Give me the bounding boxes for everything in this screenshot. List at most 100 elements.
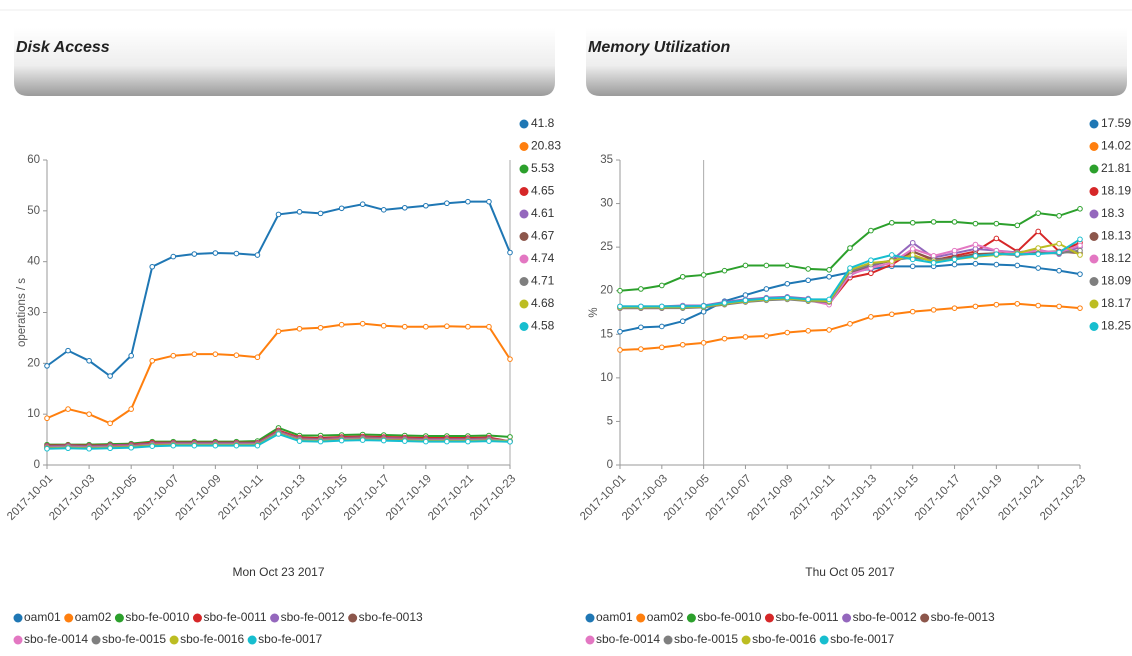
point	[930, 307, 937, 313]
hover-date: Mon Oct 23 2017	[232, 565, 324, 579]
point	[784, 329, 791, 336]
legend-label: sbo-fe-0010	[697, 610, 761, 624]
point	[191, 351, 198, 357]
point	[659, 303, 665, 310]
point	[868, 257, 874, 264]
point	[1035, 251, 1041, 257]
legend-label: sbo-fe-0011	[203, 610, 266, 624]
point	[44, 363, 50, 369]
point	[86, 357, 92, 364]
point	[1035, 228, 1041, 235]
point	[1077, 236, 1083, 243]
point	[212, 351, 219, 357]
hover-swatch	[519, 299, 529, 309]
legend-label: sbo-fe-0017	[258, 632, 322, 646]
point	[1014, 262, 1021, 269]
point	[65, 347, 71, 354]
point	[128, 352, 134, 359]
hover-swatch	[1089, 209, 1099, 219]
y-tick-label: 35	[600, 154, 613, 166]
point	[868, 270, 874, 277]
hover-swatch	[1089, 299, 1099, 309]
point	[868, 227, 874, 234]
point	[1056, 267, 1062, 274]
panel-title: Memory Utilization	[588, 39, 730, 56]
legend-label: oam01	[596, 610, 633, 624]
legend-swatch	[764, 613, 774, 623]
hover-value: 18.12	[1101, 251, 1131, 265]
hover-swatch	[1089, 164, 1099, 174]
hover-swatch	[1089, 232, 1099, 241]
point	[617, 328, 623, 335]
legend-swatch	[842, 613, 852, 623]
hover-value: 18.25	[1101, 319, 1131, 333]
point	[86, 445, 92, 452]
y-tick-label: 25	[600, 241, 613, 253]
point	[1014, 300, 1021, 307]
point	[784, 294, 791, 301]
point	[1077, 305, 1083, 311]
point	[296, 209, 303, 215]
point	[679, 341, 686, 348]
point	[465, 323, 471, 330]
point	[1056, 303, 1062, 310]
point	[1056, 249, 1062, 256]
point	[951, 247, 958, 254]
hover-value: 18.19	[1101, 184, 1131, 198]
point	[847, 265, 853, 271]
point	[889, 252, 895, 258]
legend-swatch	[13, 635, 23, 645]
point	[359, 201, 366, 208]
hover-value: 4.58	[531, 319, 555, 333]
point	[317, 438, 324, 445]
hover-value: 17.59	[1101, 116, 1131, 130]
legend-swatch	[741, 635, 751, 645]
point	[826, 267, 832, 273]
legend-swatch	[270, 613, 280, 623]
legend-swatch	[91, 635, 101, 645]
y-tick-label: 60	[27, 154, 40, 166]
y-tick-label: 15	[600, 328, 613, 340]
legend-swatch	[920, 613, 930, 623]
point	[972, 260, 979, 267]
panel-header	[586, 28, 1127, 96]
point	[444, 323, 450, 330]
point	[401, 438, 408, 444]
point	[233, 352, 240, 359]
point	[486, 438, 492, 444]
point	[149, 443, 156, 449]
point	[826, 273, 832, 280]
point	[679, 303, 686, 310]
point	[742, 262, 749, 269]
point	[972, 220, 979, 227]
point	[763, 333, 770, 339]
point	[951, 261, 958, 268]
legend-swatch	[64, 613, 74, 623]
point	[889, 258, 895, 264]
point	[1035, 210, 1041, 216]
point	[233, 250, 240, 257]
point	[659, 323, 665, 330]
point	[826, 327, 832, 333]
point	[275, 431, 282, 437]
point	[972, 241, 979, 248]
point	[909, 308, 916, 315]
point	[212, 442, 219, 449]
legend-label: oam01	[24, 610, 61, 624]
point	[909, 263, 916, 270]
point	[721, 335, 728, 342]
legend-swatch	[13, 613, 23, 623]
point	[784, 280, 791, 287]
point	[44, 445, 50, 452]
legend-swatch	[169, 635, 179, 645]
legend-label: sbo-fe-0015	[102, 632, 166, 646]
point	[784, 262, 791, 269]
point	[275, 328, 282, 335]
hover-value: 21.81	[1101, 161, 1131, 175]
legend-label: oam02	[647, 610, 684, 624]
hover-swatch	[519, 119, 529, 129]
hover-swatch	[519, 209, 529, 219]
point	[993, 301, 1000, 308]
point	[212, 250, 219, 256]
